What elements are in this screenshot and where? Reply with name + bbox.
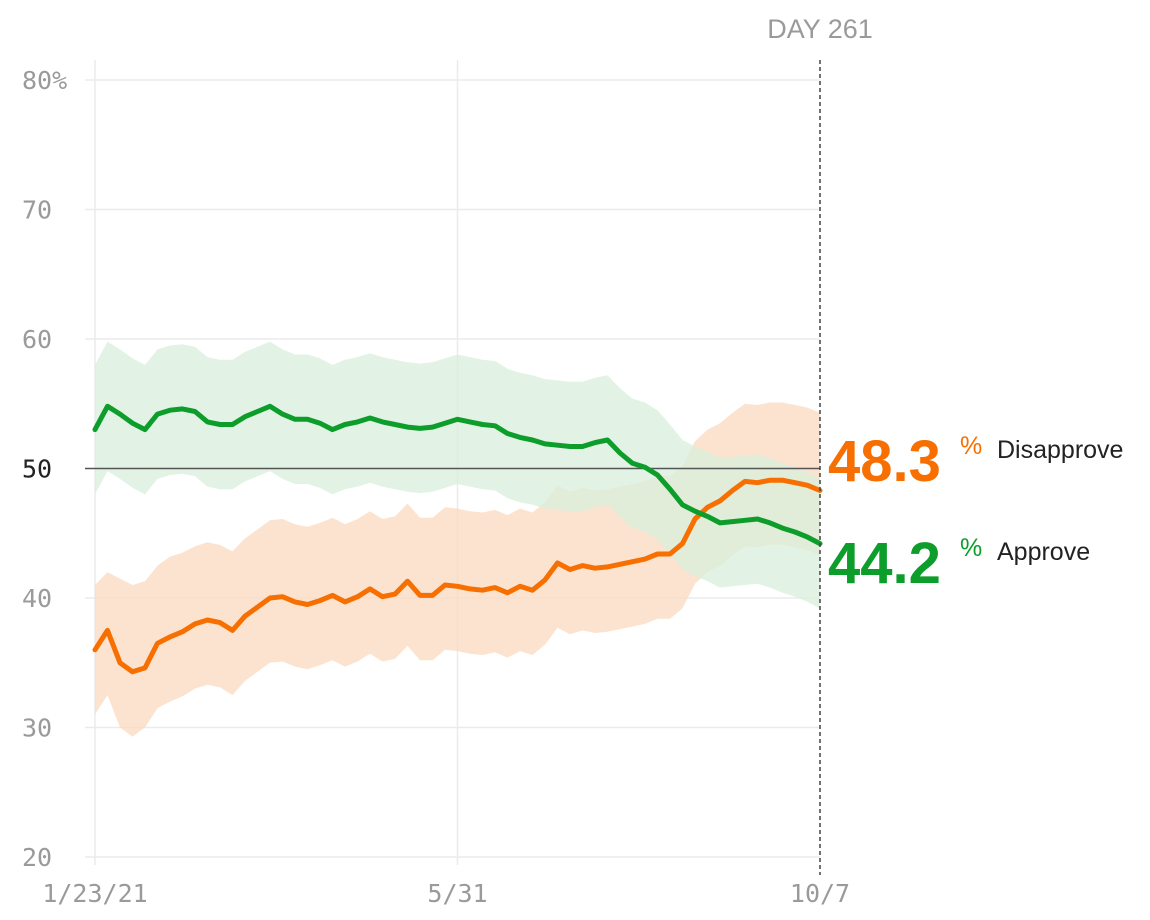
- y-tick-label: 40: [22, 584, 52, 613]
- y-tick-label: 20: [22, 843, 52, 872]
- current-day-label: DAY 261: [767, 14, 873, 44]
- y-tick-label: 80%: [22, 66, 67, 95]
- y-tick-label: 70: [22, 196, 52, 225]
- y-axis-ticks: 80% 70 60 50 40 30 20: [22, 66, 67, 872]
- approve-percent-sign: %: [960, 534, 982, 562]
- series-lines: [92, 403, 823, 675]
- x-tick-label: 10/7: [790, 879, 850, 908]
- x-axis-ticks: 1/23/21 5/31 10/7: [42, 879, 850, 908]
- disapprove-current-value: 48.3: [828, 429, 941, 494]
- y-tick-label: 60: [22, 325, 52, 354]
- x-tick-label: 5/31: [427, 879, 487, 908]
- x-tick-label: 1/23/21: [42, 879, 147, 908]
- approve-series-label: Approve: [997, 538, 1090, 566]
- y-tick-label: 50: [22, 455, 52, 484]
- approve-current-value: 44.2: [828, 531, 941, 596]
- approve-line: [92, 403, 823, 547]
- disapprove-percent-sign: %: [960, 432, 982, 460]
- y-tick-label: 30: [22, 714, 52, 743]
- disapprove-series-label: Disapprove: [997, 436, 1123, 464]
- series-end-labels: 48.3% Disapprove 44.2% Approve: [828, 429, 1123, 596]
